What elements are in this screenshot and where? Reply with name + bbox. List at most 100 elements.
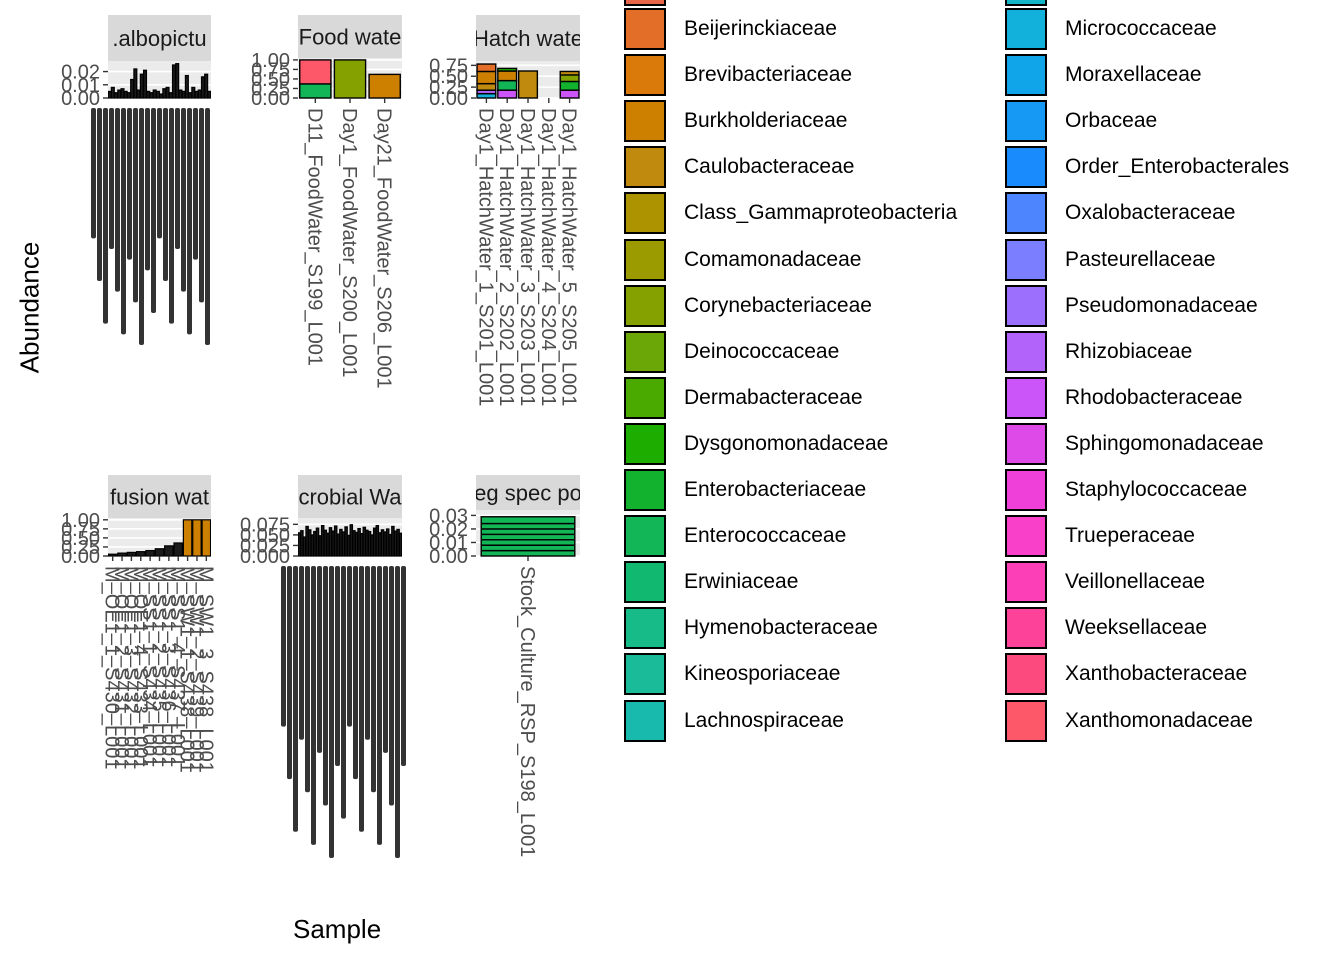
y-tick-label: 0.03 bbox=[429, 505, 468, 527]
bar-segment bbox=[497, 67, 518, 72]
x-tick-label-overlap bbox=[187, 108, 192, 335]
legend-label: Trueperaceae bbox=[1065, 524, 1195, 548]
x-tick-label-overlap bbox=[371, 566, 376, 793]
legend-label: Erwiniaceae bbox=[684, 570, 799, 594]
legend-swatch bbox=[624, 330, 666, 373]
x-tick-label: Stock_Culture_RSP_S198_L001 bbox=[516, 566, 538, 857]
x-tick-label-overlap bbox=[305, 566, 310, 793]
facet-strip bbox=[108, 475, 211, 518]
x-tick-label-overlap bbox=[127, 108, 132, 260]
bar bbox=[175, 63, 180, 99]
x-tick-label: M_SW1_1_S438_L001 bbox=[176, 566, 198, 773]
x-tick-label-overlap bbox=[169, 108, 174, 324]
x-tick-label-overlap bbox=[133, 108, 138, 303]
x-tick-label: D11_FoodWater_S199_L001 bbox=[303, 108, 325, 366]
legend-swatch bbox=[1005, 8, 1047, 50]
x-tick-label-overlap bbox=[353, 566, 358, 780]
x-tick-label: M_SS1_1_S434_L001 bbox=[138, 566, 160, 767]
legend-swatch bbox=[1005, 54, 1047, 97]
y-tick-label: 0.02 bbox=[61, 62, 100, 84]
bar-segment bbox=[480, 516, 576, 525]
x-tick-label-overlap bbox=[347, 566, 352, 727]
bar bbox=[133, 68, 138, 99]
x-tick-label: M_OE1_2_S431_L001 bbox=[110, 566, 132, 770]
legend-swatch bbox=[624, 422, 666, 465]
x-tick-label-overlap bbox=[181, 108, 186, 292]
x-tick-label: M_SS1_2_S435_L001 bbox=[148, 566, 170, 767]
x-tick-label-overlap bbox=[329, 566, 334, 858]
x-tick-label: M_OE1_3_S432_L001 bbox=[119, 566, 141, 770]
legend-swatch-clipped bbox=[1005, 0, 1047, 6]
x-tick-label-overlap bbox=[341, 566, 346, 819]
x-tick-label: M_SW1_3_S438_L001 bbox=[194, 566, 216, 773]
legend-swatch bbox=[1005, 330, 1047, 373]
legend-label: Hymenobacteraceae bbox=[684, 616, 878, 640]
legend-label: Brevibacteriaceae bbox=[684, 63, 853, 87]
y-tick-label: 0.75 bbox=[61, 519, 100, 541]
x-tick-label-overlap bbox=[293, 566, 298, 832]
legend-label: Orbaceae bbox=[1065, 109, 1158, 133]
y-tick-label: 0.00 bbox=[251, 88, 290, 110]
legend-swatch bbox=[624, 653, 666, 696]
facet-strip-label: crobial Wa bbox=[298, 485, 402, 510]
legend-swatch bbox=[624, 699, 666, 742]
legend-swatch bbox=[624, 376, 666, 419]
legend-label: Pseudomonadaceae bbox=[1065, 293, 1258, 317]
y-tick-label: 0.02 bbox=[429, 519, 468, 541]
legend-swatch bbox=[1005, 284, 1047, 327]
facet-strip-label: Food wate bbox=[299, 25, 402, 50]
bar bbox=[204, 73, 209, 99]
facet-strip bbox=[476, 15, 580, 61]
bar-segment bbox=[476, 63, 497, 73]
x-tick-label-overlap bbox=[115, 108, 120, 292]
y-tick-label: 0.75 bbox=[429, 55, 468, 77]
x-tick-label-overlap bbox=[91, 108, 96, 239]
legend-label: Dysgonomonadaceae bbox=[684, 431, 889, 455]
legend-swatch bbox=[1005, 699, 1047, 742]
y-tick-label: 0.00 bbox=[429, 88, 468, 110]
legend-label: Sphingomonadaceae bbox=[1065, 431, 1264, 455]
legend-swatch bbox=[624, 607, 666, 650]
legend-swatch bbox=[1005, 653, 1047, 696]
x-tick-label-overlap bbox=[109, 108, 114, 250]
legend-swatch bbox=[624, 146, 666, 189]
bar-segment bbox=[299, 59, 332, 85]
x-axis-title: Sample bbox=[293, 914, 382, 944]
legend-swatch bbox=[1005, 192, 1047, 235]
legend-label: Beijerinckiaceae bbox=[684, 17, 837, 40]
x-tick-label-overlap bbox=[281, 566, 286, 727]
legend-swatch bbox=[1005, 376, 1047, 419]
facet-strip-label: fusion wat bbox=[110, 485, 209, 510]
legend-swatch bbox=[624, 54, 666, 97]
x-tick-label-overlap bbox=[311, 566, 316, 845]
legend-label: Oxalobacteraceae bbox=[1065, 201, 1236, 225]
y-tick-label: 0.75 bbox=[251, 59, 290, 81]
legend-label: Order_Enterobacterales bbox=[1065, 155, 1290, 179]
legend-swatch bbox=[624, 192, 666, 235]
x-tick-label-overlap bbox=[205, 108, 210, 345]
legend-label: Weeksellaceae bbox=[1065, 616, 1208, 640]
bar bbox=[207, 90, 211, 99]
legend-label: Moraxellaceae bbox=[1065, 63, 1202, 87]
x-tick-label-overlap bbox=[97, 108, 102, 282]
x-tick-label-overlap bbox=[193, 108, 198, 260]
legend-swatch bbox=[1005, 146, 1047, 189]
x-tick-label: M_OE1_1_S430_L001 bbox=[101, 566, 123, 770]
x-tick-label-overlap bbox=[103, 108, 108, 324]
legend-label: Rhizobiaceae bbox=[1065, 339, 1193, 363]
facet-strip bbox=[108, 15, 211, 61]
legend-label: Corynebacteriaceae bbox=[684, 293, 872, 317]
facet-strip bbox=[298, 475, 402, 518]
legend-label: Deinococcaceae bbox=[684, 339, 840, 363]
legend-label: Rhodobacteraceae bbox=[1065, 385, 1243, 409]
x-tick-label-overlap bbox=[299, 566, 304, 740]
facet-strip-label: Hatch wate bbox=[473, 26, 583, 51]
x-tick-label-overlap bbox=[359, 566, 364, 832]
y-tick-label: 0.00 bbox=[61, 546, 100, 568]
y-tick-label: 0.25 bbox=[61, 537, 100, 559]
x-tick-label-overlap bbox=[199, 108, 204, 303]
x-tick-label-overlap bbox=[139, 108, 144, 345]
legend-label: Dermabacteraceae bbox=[684, 385, 863, 409]
